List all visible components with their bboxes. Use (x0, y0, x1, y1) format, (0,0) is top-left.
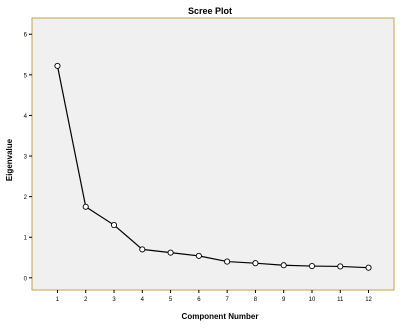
data-point (252, 260, 259, 267)
data-point (365, 264, 372, 271)
y-tick-label: 2 (24, 195, 28, 201)
x-tick-label: 4 (141, 297, 145, 303)
x-tick-label: 10 (309, 297, 316, 303)
y-tick-label: 6 (24, 33, 28, 39)
data-point (167, 249, 174, 256)
x-tick-label: 5 (169, 297, 173, 303)
data-point (139, 246, 146, 253)
y-axis-label: Eigenvalue (5, 138, 14, 181)
data-point (82, 203, 89, 210)
y-tick-label: 4 (24, 114, 28, 120)
x-tick-label: 3 (112, 297, 116, 303)
data-point (280, 262, 287, 269)
x-tick-label: 11 (337, 297, 344, 303)
chart-title: Scree Plot (188, 6, 232, 16)
data-point (308, 262, 316, 270)
data-point (224, 258, 231, 265)
x-tick-label: 12 (365, 297, 372, 303)
x-tick-label: 2 (84, 297, 88, 303)
data-point (110, 221, 118, 229)
x-tick-label: 7 (225, 297, 229, 303)
x-tick-label: 8 (254, 297, 258, 303)
y-tick-label: 3 (24, 155, 28, 161)
y-tick-label: 0 (24, 276, 28, 282)
y-tick-label: 5 (24, 73, 28, 79)
x-tick-label: 1 (56, 297, 60, 303)
data-point (337, 263, 344, 270)
x-tick-label: 9 (282, 297, 286, 303)
x-axis-label: Component Number (182, 312, 259, 321)
series-line (56, 65, 369, 269)
data-point (54, 62, 61, 69)
plot-area (31, 17, 395, 291)
y-tick-label: 1 (24, 236, 28, 242)
data-point (195, 252, 202, 259)
x-tick-label: 6 (197, 297, 201, 303)
